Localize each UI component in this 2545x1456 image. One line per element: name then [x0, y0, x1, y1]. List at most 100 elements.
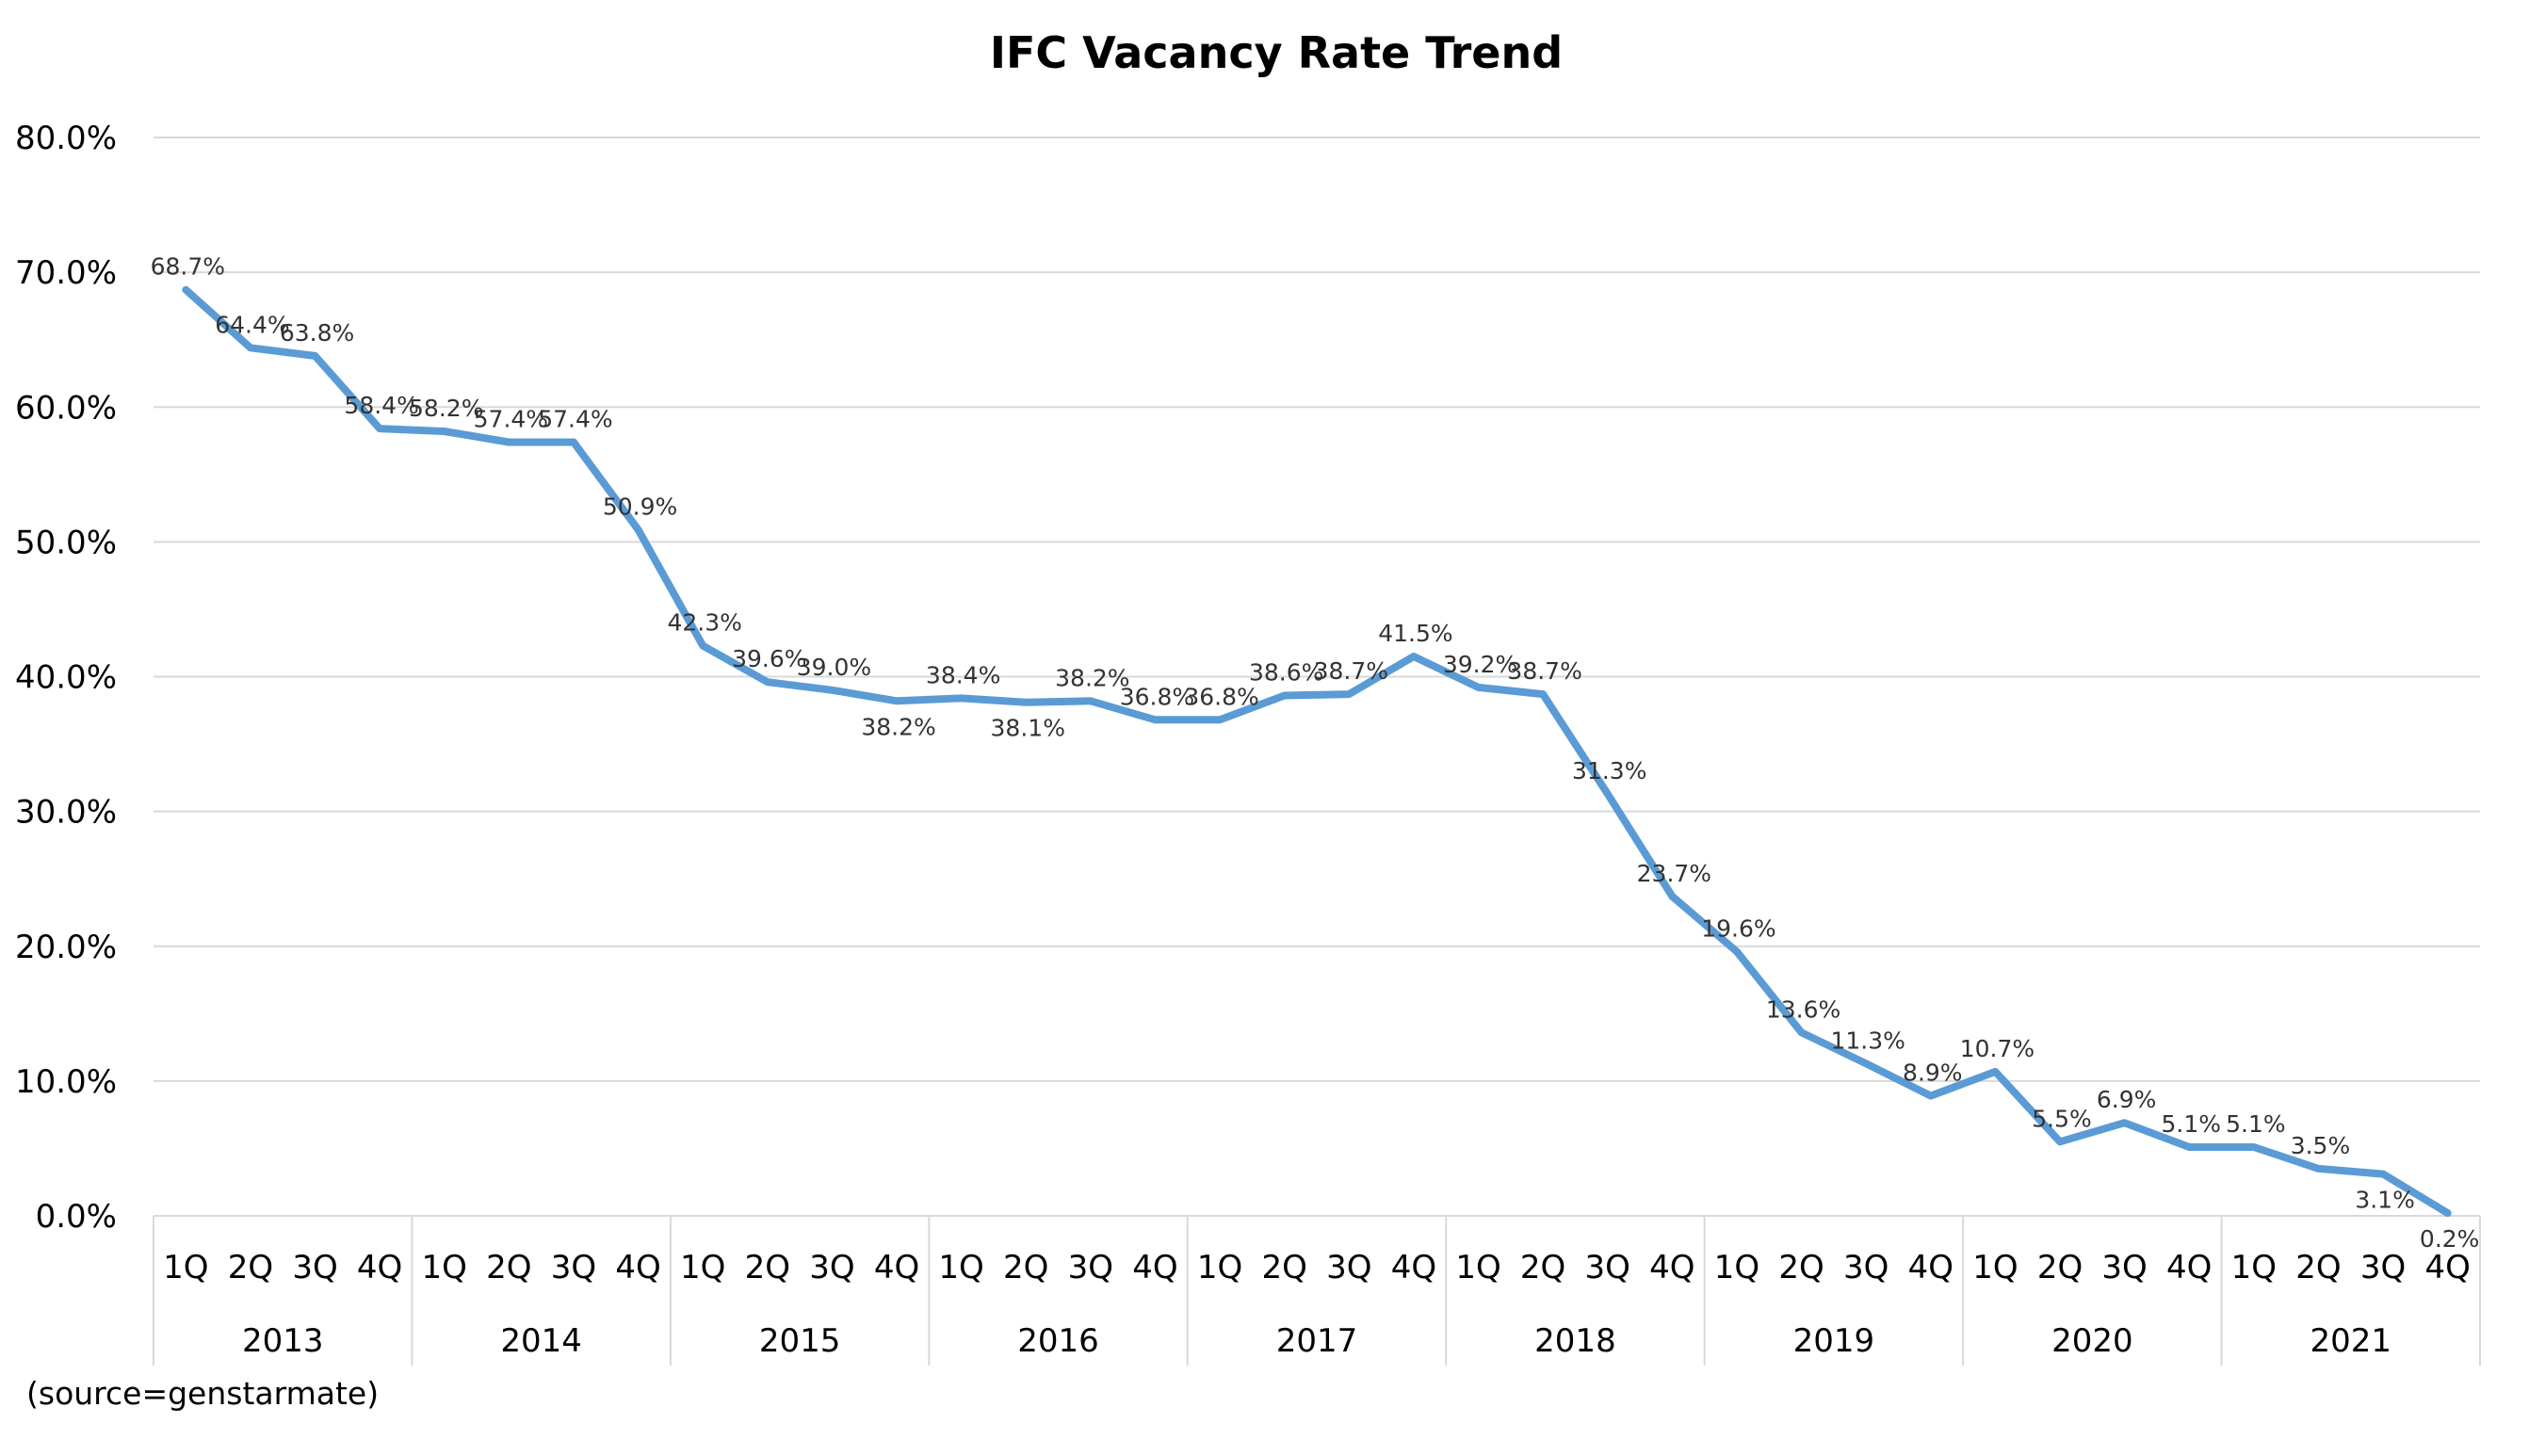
year-tick-label: 2019 — [1793, 1322, 1875, 1360]
data-label: 10.7% — [1960, 1035, 2034, 1062]
data-label: 38.2% — [861, 713, 935, 740]
source-note: (source=genstarmate) — [26, 1375, 379, 1412]
quarter-tick-label: 4Q — [1132, 1249, 1177, 1286]
data-label: 5.5% — [2032, 1105, 2092, 1132]
data-label: 3.5% — [2291, 1132, 2351, 1159]
data-label: 41.5% — [1378, 620, 1452, 647]
quarter-tick-label: 1Q — [2231, 1249, 2277, 1286]
data-label: 36.8% — [1184, 683, 1258, 710]
data-label: 64.4% — [215, 311, 289, 338]
quarter-tick-label: 1Q — [1197, 1249, 1242, 1286]
quarter-tick-label: 2Q — [1261, 1249, 1306, 1286]
data-label: 38.7% — [1314, 657, 1388, 685]
data-label: 38.4% — [926, 661, 1000, 688]
y-tick-label: 50.0% — [15, 524, 117, 561]
data-label: 38.7% — [1507, 657, 1581, 685]
quarter-tick-label: 1Q — [1455, 1249, 1500, 1286]
series-line — [182, 285, 2452, 1218]
vacancy-rate-line — [182, 285, 2452, 1218]
quarter-tick-label: 4Q — [874, 1249, 919, 1286]
quarter-tick-label: 2Q — [2295, 1249, 2341, 1286]
data-label: 63.8% — [280, 319, 354, 347]
y-tick-label: 80.0% — [15, 120, 117, 157]
data-labels: 68.7%64.4%63.8%58.4%58.2%57.4%57.4%50.9%… — [151, 253, 2480, 1253]
quarter-tick-label: 3Q — [1585, 1249, 1630, 1286]
quarter-tick-label: 2Q — [2037, 1249, 2083, 1286]
quarter-tick-label: 4Q — [615, 1249, 660, 1286]
quarter-tick-label: 4Q — [1391, 1249, 1436, 1286]
data-label: 39.0% — [797, 654, 871, 681]
year-tick-label: 2013 — [242, 1322, 324, 1360]
y-axis-ticks: 0.0% 10.0% 20.0% 30.0% 40.0% 50.0% 60.0% 70.0% 8… — [15, 120, 117, 1236]
data-label: 11.3% — [1830, 1027, 1905, 1054]
quarter-tick-label: 3Q — [809, 1249, 854, 1286]
data-label: 36.8% — [1120, 683, 1194, 710]
data-label: 31.3% — [1572, 757, 1646, 785]
data-label: 38.2% — [1055, 664, 1129, 691]
quarter-tick-label: 3Q — [292, 1249, 337, 1286]
y-tick-label: 30.0% — [15, 794, 117, 832]
chart-title: IFC Vacancy Rate Trend — [990, 27, 1563, 78]
data-label: 57.4% — [538, 405, 612, 432]
quarter-tick-label: 3Q — [1326, 1249, 1371, 1286]
data-label: 19.6% — [1701, 914, 1775, 942]
quarter-tick-label: 2Q — [228, 1249, 273, 1286]
y-tick-label: 40.0% — [15, 659, 117, 697]
year-tick-label: 2017 — [1276, 1322, 1358, 1360]
data-label: 39.2% — [1443, 651, 1517, 678]
y-tick-label: 10.0% — [15, 1063, 117, 1101]
quarter-tick-label: 3Q — [1843, 1249, 1888, 1286]
x-axis: 1Q 2Q 3Q 4Q 2013 1Q 2Q 3Q 4Q 2014 1Q 2Q 3Q 4Q 2015 1Q 2Q… — [153, 1215, 2481, 1366]
y-tick-label: 20.0% — [15, 929, 117, 966]
quarter-tick-label: 3Q — [551, 1249, 596, 1286]
data-label: 58.2% — [409, 395, 483, 422]
quarter-tick-label: 2Q — [1003, 1249, 1048, 1286]
quarter-tick-label: 4Q — [2424, 1249, 2470, 1286]
y-tick-label: 0.0% — [36, 1198, 117, 1236]
year-tick-label: 2015 — [759, 1322, 841, 1360]
quarter-tick-label: 1Q — [938, 1249, 983, 1286]
data-label: 8.9% — [1903, 1060, 1963, 1087]
quarter-tick-label: 3Q — [2101, 1249, 2147, 1286]
data-label: 38.6% — [1249, 659, 1323, 687]
quarter-tick-label: 2Q — [486, 1249, 531, 1286]
quarter-tick-label: 3Q — [2360, 1249, 2406, 1286]
year-tick-label: 2020 — [2051, 1322, 2133, 1360]
y-tick-label: 70.0% — [15, 254, 117, 292]
quarter-tick-label: 1Q — [422, 1249, 467, 1286]
data-label: 5.1% — [2161, 1110, 2221, 1138]
quarter-tick-label: 1Q — [1972, 1249, 2018, 1286]
quarter-tick-label: 4Q — [357, 1249, 402, 1286]
gridlines — [154, 137, 2480, 1082]
data-label: 68.7% — [151, 253, 225, 281]
data-label: 6.9% — [2097, 1086, 2157, 1113]
year-tick-label: 2021 — [2310, 1322, 2392, 1360]
data-label: 38.1% — [991, 715, 1065, 742]
data-label: 0.2% — [2420, 1225, 2480, 1253]
data-label: 3.1% — [2355, 1187, 2415, 1214]
quarter-tick-label: 3Q — [1068, 1249, 1113, 1286]
year-tick-label: 2016 — [1017, 1322, 1099, 1360]
quarter-tick-label: 1Q — [163, 1249, 208, 1286]
quarter-tick-label: 2Q — [1520, 1249, 1565, 1286]
quarter-tick-label: 4Q — [1649, 1249, 1694, 1286]
data-label: 39.6% — [732, 645, 806, 672]
quarter-tick-label: 2Q — [1778, 1249, 1824, 1286]
data-label: 42.3% — [667, 609, 741, 637]
data-label: 58.4% — [344, 392, 418, 419]
quarter-tick-label: 4Q — [1908, 1249, 1953, 1286]
quarter-tick-label: 2Q — [745, 1249, 790, 1286]
y-tick-label: 60.0% — [15, 389, 117, 427]
data-label: 50.9% — [603, 493, 677, 520]
quarter-tick-label: 1Q — [680, 1249, 725, 1286]
data-label: 5.1% — [2226, 1110, 2286, 1138]
year-tick-label: 2018 — [1534, 1322, 1616, 1360]
data-label: 23.7% — [1637, 860, 1711, 887]
quarter-tick-label: 4Q — [2166, 1249, 2212, 1286]
year-tick-label: 2014 — [500, 1322, 582, 1360]
data-label: 13.6% — [1766, 995, 1840, 1023]
data-label: 57.4% — [474, 405, 548, 432]
quarter-tick-label: 1Q — [1714, 1249, 1759, 1286]
